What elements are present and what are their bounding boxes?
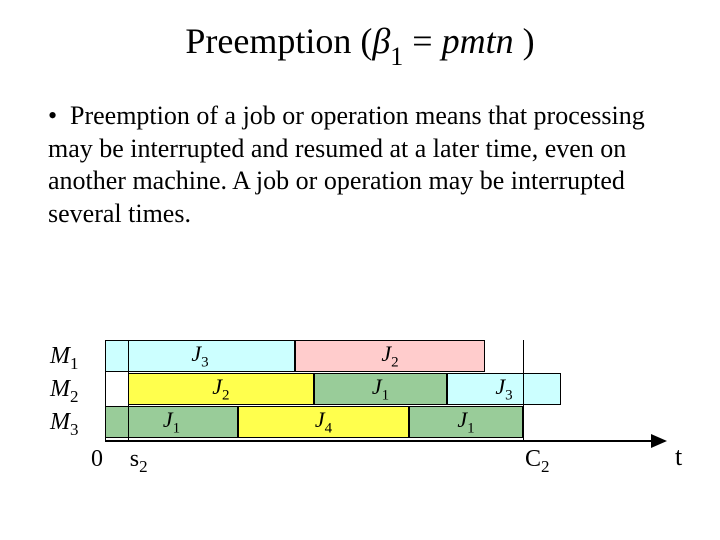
title-beta-sub: 1	[390, 42, 403, 71]
gantt-segment: J3	[447, 373, 561, 405]
axis-tick	[523, 340, 524, 440]
axis-tick-label: C2	[525, 446, 550, 477]
machine-label: M3	[50, 409, 79, 440]
gantt-segment: J1	[105, 406, 238, 438]
gantt-chart: M1M2M3J3J2J2J1J3J1J4J10s2C2t	[50, 340, 690, 520]
axis-tick-label: s2	[130, 446, 148, 477]
title-suffix: )	[514, 21, 535, 61]
axis-tick	[128, 340, 129, 440]
title-pmtn: pmtn	[442, 21, 514, 61]
title-eq: =	[403, 21, 441, 61]
gantt-segment: J4	[238, 406, 409, 438]
gantt-segment: J2	[295, 340, 485, 372]
machine-label: M2	[50, 376, 79, 407]
time-axis	[105, 440, 665, 442]
gantt-segment: J1	[409, 406, 523, 438]
bullet-dot: •	[48, 100, 70, 133]
slide-title: Preemption (β1 = pmtn )	[0, 20, 720, 68]
gantt-segment: J1	[314, 373, 447, 405]
title-prefix: Preemption (	[185, 21, 372, 61]
bullet-paragraph: •Preemption of a job or operation means …	[48, 100, 678, 230]
axis-arrow-icon	[651, 434, 667, 448]
gantt-segment: J3	[105, 340, 295, 372]
axis-variable-label: t	[675, 442, 682, 472]
bullet-text: Preemption of a job or operation means t…	[48, 101, 645, 228]
machine-label: M1	[50, 343, 79, 374]
gantt-segment: J2	[128, 373, 314, 405]
title-beta: β	[372, 21, 390, 61]
axis-tick-label: 0	[91, 446, 103, 473]
axis-tick	[105, 340, 106, 440]
